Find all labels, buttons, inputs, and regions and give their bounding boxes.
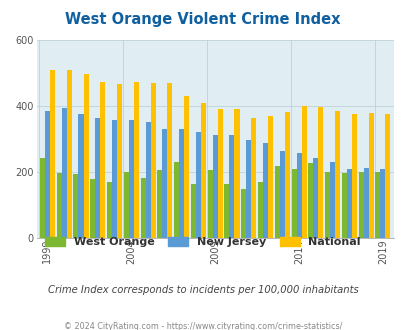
Bar	[200, 103, 205, 238]
Bar	[307, 163, 313, 238]
Bar	[179, 129, 184, 238]
Bar	[346, 169, 351, 238]
Bar	[50, 70, 55, 238]
Text: West Orange Violent Crime Index: West Orange Violent Crime Index	[65, 12, 340, 26]
Bar	[45, 111, 50, 238]
Legend: West Orange, New Jersey, National: West Orange, New Jersey, National	[40, 233, 364, 252]
Bar	[112, 120, 117, 238]
Bar	[229, 135, 234, 238]
Bar	[267, 116, 273, 238]
Bar	[341, 173, 346, 238]
Bar	[73, 174, 78, 238]
Bar	[375, 172, 379, 238]
Bar	[207, 170, 212, 238]
Bar	[162, 129, 167, 238]
Bar	[128, 120, 134, 238]
Bar	[100, 82, 105, 238]
Bar	[90, 179, 95, 238]
Bar	[167, 83, 172, 238]
Bar	[224, 184, 229, 238]
Bar	[134, 82, 139, 238]
Bar	[212, 135, 217, 238]
Bar	[150, 83, 155, 238]
Bar	[351, 114, 356, 238]
Bar	[241, 189, 245, 238]
Bar	[83, 74, 88, 238]
Bar	[334, 111, 339, 238]
Bar	[245, 140, 251, 238]
Bar	[262, 143, 267, 238]
Bar	[329, 162, 334, 238]
Bar	[174, 162, 179, 238]
Bar	[358, 172, 363, 238]
Bar	[363, 168, 368, 238]
Bar	[379, 169, 384, 238]
Text: © 2024 CityRating.com - https://www.cityrating.com/crime-statistics/: © 2024 CityRating.com - https://www.city…	[64, 322, 341, 330]
Bar	[145, 122, 150, 238]
Bar	[117, 84, 122, 238]
Bar	[157, 170, 162, 238]
Bar	[66, 70, 72, 238]
Bar	[195, 132, 200, 238]
Bar	[124, 172, 128, 238]
Bar	[140, 178, 145, 238]
Bar	[251, 118, 256, 238]
Text: Crime Index corresponds to incidents per 100,000 inhabitants: Crime Index corresponds to incidents per…	[47, 285, 358, 295]
Bar	[291, 169, 296, 238]
Bar	[217, 109, 222, 238]
Bar	[368, 113, 373, 238]
Bar	[57, 173, 62, 238]
Bar	[313, 158, 318, 238]
Bar	[284, 112, 289, 238]
Bar	[107, 182, 112, 238]
Bar	[384, 114, 390, 238]
Bar	[301, 106, 306, 238]
Bar	[95, 118, 100, 238]
Bar	[296, 153, 301, 238]
Bar	[257, 182, 262, 238]
Bar	[318, 107, 322, 238]
Bar	[324, 172, 329, 238]
Bar	[274, 166, 279, 238]
Bar	[184, 96, 189, 238]
Bar	[190, 184, 195, 238]
Bar	[62, 108, 66, 238]
Bar	[234, 109, 239, 238]
Bar	[78, 114, 83, 238]
Bar	[40, 158, 45, 238]
Bar	[279, 151, 284, 238]
